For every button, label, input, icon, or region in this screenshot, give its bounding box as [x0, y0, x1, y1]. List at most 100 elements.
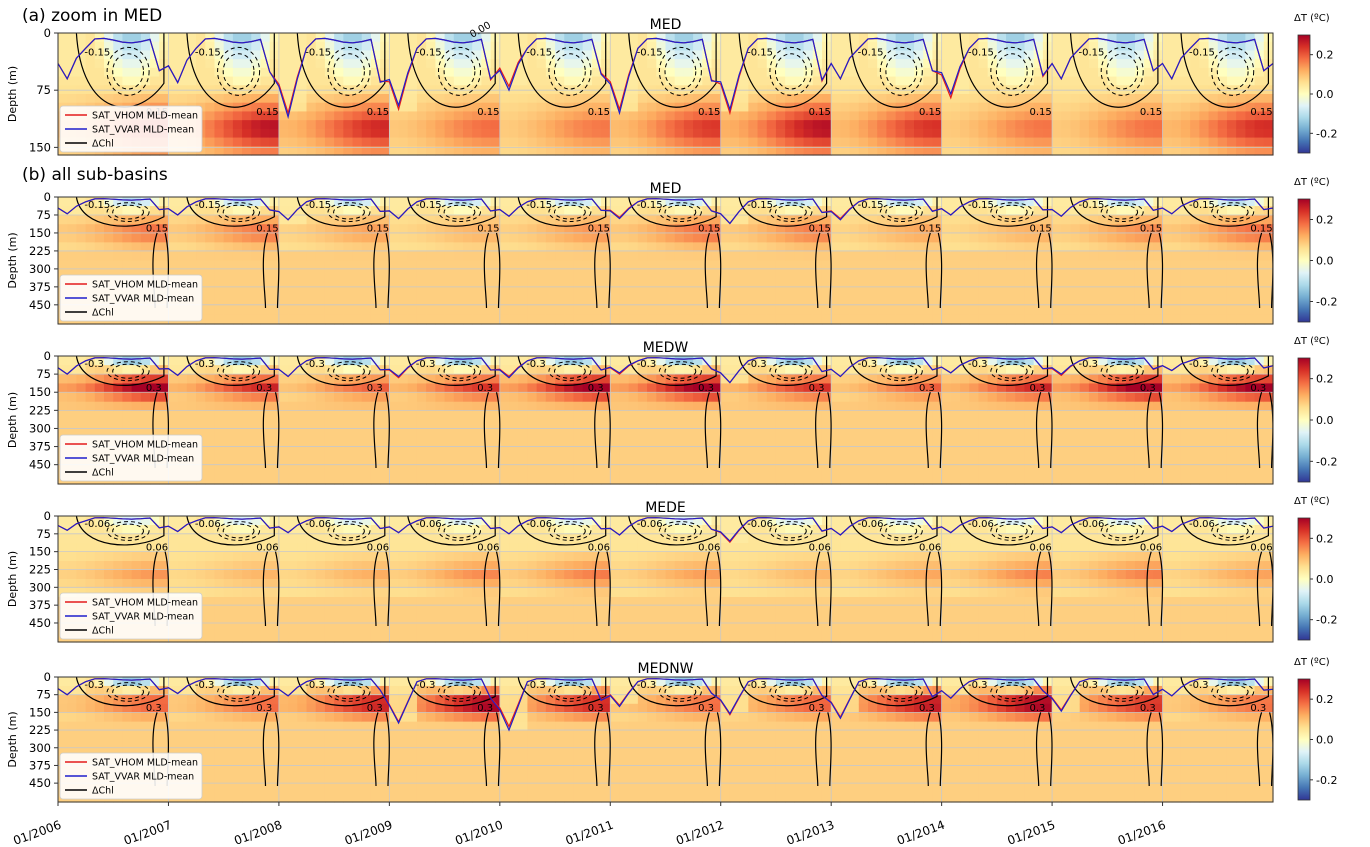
- heatmap-cell: [555, 260, 565, 271]
- heatmap-cell: [278, 269, 289, 280]
- heatmap-cell: [683, 33, 694, 43]
- heatmap-cell: [85, 76, 96, 86]
- heatmap-cell: [232, 197, 243, 207]
- heatmap-cell: [794, 305, 805, 316]
- chl-contour: [186, 32, 275, 108]
- heatmap-cell: [647, 251, 657, 262]
- heatmap-cell: [647, 33, 657, 43]
- heatmap-cell: [739, 50, 749, 60]
- heatmap-cell: [1070, 197, 1081, 207]
- heatmap-cell: [610, 146, 621, 156]
- heatmap-cell: [1171, 233, 1182, 243]
- heatmap-cell: [398, 59, 409, 69]
- heatmap-cell: [361, 41, 372, 52]
- heatmap-cell: [426, 447, 436, 458]
- heatmap-cell: [251, 474, 262, 485]
- heatmap-cell: [223, 260, 234, 271]
- heatmap-cell: [536, 269, 547, 280]
- heatmap-cell: [1052, 33, 1062, 43]
- heatmap-cell: [334, 314, 344, 325]
- heatmap-cell: [536, 383, 547, 394]
- heatmap-cell: [297, 429, 308, 439]
- heatmap-cell: [941, 305, 952, 316]
- heatmap-cell: [518, 365, 529, 375]
- heatmap-cell: [895, 251, 906, 262]
- heatmap-cell: [453, 420, 464, 430]
- heatmap-cell: [996, 260, 1007, 271]
- heatmap-cell: [1217, 278, 1228, 289]
- heatmap-cell: [407, 374, 418, 385]
- heatmap-cell: [159, 251, 170, 262]
- heatmap-cell: [389, 215, 400, 225]
- heatmap-cell: [297, 465, 308, 476]
- heatmap-cell: [472, 146, 482, 156]
- heatmap-cell: [536, 438, 547, 449]
- heatmap-cell: [370, 305, 381, 316]
- heatmap-cell: [619, 447, 630, 458]
- heatmap-cell: [1006, 50, 1016, 60]
- heatmap-cell: [812, 287, 823, 298]
- heatmap-cell: [435, 233, 446, 243]
- heatmap-cell: [370, 392, 381, 403]
- heatmap-cell: [555, 41, 565, 52]
- chl-contour-negative: [885, 53, 918, 90]
- heatmap-cell: [269, 456, 280, 467]
- heatmap-cell: [426, 438, 436, 449]
- heatmap-cell: [1162, 94, 1173, 104]
- heatmap-cell: [1098, 233, 1108, 243]
- heatmap-cell: [647, 356, 657, 366]
- heatmap-cell: [849, 76, 860, 86]
- heatmap-cell: [573, 278, 584, 289]
- heatmap-cell: [628, 128, 639, 139]
- heatmap-cell: [499, 474, 510, 485]
- heatmap-cell: [518, 215, 529, 225]
- heatmap-cell: [960, 137, 970, 147]
- heatmap-cell: [812, 120, 823, 130]
- heatmap-cell: [674, 137, 685, 147]
- chl-contour-negative: [664, 53, 697, 90]
- heatmap-cell: [729, 287, 740, 298]
- heatmap-cell: [278, 67, 289, 78]
- heatmap-cell: [647, 224, 657, 234]
- heatmap-cell: [720, 137, 731, 147]
- heatmap-cell: [370, 356, 381, 366]
- heatmap-cell: [205, 392, 216, 403]
- heatmap-cell: [628, 287, 639, 298]
- heatmap-cell: [693, 50, 703, 60]
- heatmap-cell: [766, 305, 777, 316]
- heatmap-cell: [1088, 137, 1099, 147]
- heatmap-cell: [941, 197, 952, 207]
- heatmap-cell: [315, 296, 326, 307]
- heatmap-cell: [969, 269, 980, 280]
- heatmap-cell: [1134, 260, 1145, 271]
- heatmap-cell: [591, 206, 602, 216]
- heatmap-cell: [58, 429, 68, 439]
- heatmap-cell: [453, 94, 464, 104]
- heatmap-cell: [739, 374, 749, 385]
- heatmap-cell: [545, 206, 556, 216]
- heatmap-cell: [463, 474, 473, 485]
- heatmap-cell: [315, 242, 326, 253]
- heatmap-cell: [1070, 278, 1081, 289]
- heatmap-cell: [260, 278, 271, 289]
- heatmap-cell: [398, 111, 409, 121]
- heatmap-cell: [1190, 224, 1200, 234]
- heatmap-cell: [1006, 260, 1016, 271]
- heatmap-cell: [1263, 296, 1274, 307]
- heatmap-cell: [453, 474, 464, 485]
- heatmap-cell: [665, 410, 676, 421]
- heatmap-cell: [352, 296, 363, 307]
- heatmap-cell: [334, 456, 344, 467]
- heatmap-cell: [711, 224, 722, 234]
- heatmap-cell: [545, 215, 556, 225]
- heatmap-cell: [1144, 215, 1154, 225]
- heatmap-cell: [334, 146, 344, 156]
- heatmap-cell: [674, 374, 685, 385]
- heatmap-cell: [426, 465, 436, 476]
- heatmap-cell: [1254, 305, 1265, 316]
- heatmap-cell: [711, 146, 722, 156]
- heatmap-cell: [444, 278, 455, 289]
- heatmap-cell: [398, 251, 409, 262]
- heatmap-cell: [389, 401, 400, 412]
- heatmap-cell: [739, 197, 749, 207]
